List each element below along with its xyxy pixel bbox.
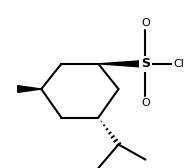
Text: O: O (141, 98, 150, 108)
Polygon shape (98, 60, 145, 67)
Text: S: S (141, 57, 150, 70)
Polygon shape (18, 86, 41, 92)
Text: Cl: Cl (173, 59, 184, 69)
Text: O: O (141, 18, 150, 28)
